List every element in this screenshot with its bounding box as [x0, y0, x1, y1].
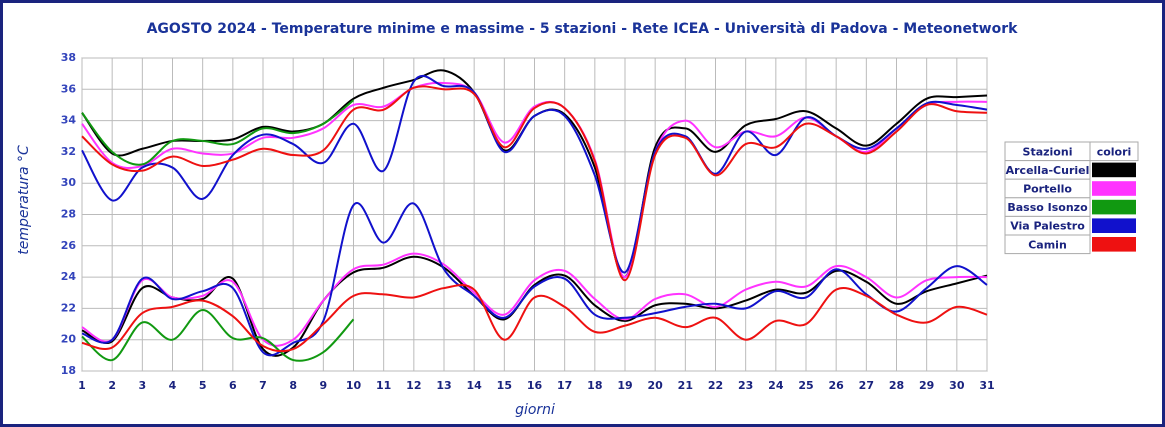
x-tick-label: 19: [617, 379, 632, 392]
legend-label: Arcella-Curiel: [1006, 164, 1090, 177]
legend-cell: [1089, 141, 1139, 162]
legend-swatch: [1092, 181, 1136, 196]
legend-label: Via Palestro: [1010, 220, 1085, 233]
x-tick-label: 7: [259, 379, 267, 392]
y-axis-label: temperatura °C: [16, 145, 32, 255]
line: [81, 252, 988, 347]
y-tick-label: 36: [61, 82, 77, 95]
x-tick-label: 5: [199, 379, 207, 392]
x-tick-label: 31: [979, 379, 994, 392]
x-tick-label: 28: [889, 379, 904, 392]
y-tick-label: 28: [61, 208, 76, 221]
x-tick-label: 11: [376, 379, 391, 392]
y-tick-label: 22: [61, 301, 76, 314]
x-tick-label: 10: [346, 379, 362, 392]
x-tick-label: 13: [436, 379, 451, 392]
y-tick-label: 30: [61, 176, 77, 189]
x-tick-label: 22: [708, 379, 723, 392]
y-tick-label: 20: [61, 333, 77, 346]
x-tick-label: 24: [768, 379, 784, 392]
x-tick-label: 20: [648, 379, 664, 392]
x-tick-label: 26: [829, 379, 845, 392]
legend-label: Camin: [1028, 238, 1067, 251]
x-tick-label: 8: [289, 379, 297, 392]
line: [81, 308, 355, 362]
line: [81, 85, 988, 282]
line: [81, 99, 355, 166]
y-tick-label: 32: [61, 145, 76, 158]
legend-label: Portello: [1023, 183, 1072, 196]
y-tick-label: 26: [61, 239, 77, 252]
legend-swatch: [1092, 218, 1136, 233]
x-tick-label: 14: [467, 379, 483, 392]
x-tick-label: 30: [949, 379, 965, 392]
x-axis-label: giorni: [515, 402, 555, 418]
x-tick-label: 25: [798, 379, 813, 392]
legend-header: Stazioni: [1023, 145, 1073, 158]
legend-header: colori: [1097, 145, 1132, 158]
y-tick-label: 34: [61, 114, 77, 127]
y-tick-label: 24: [61, 270, 77, 283]
x-tick-label: 16: [527, 379, 543, 392]
x-tick-label: 2: [108, 379, 116, 392]
x-tick-label: 18: [587, 379, 602, 392]
chart-title: AGOSTO 2024 - Temperature minime e massi…: [147, 21, 1019, 37]
line: [81, 201, 988, 357]
legend-swatch: [1092, 199, 1136, 215]
x-tick-label: 29: [919, 379, 934, 392]
line: [81, 255, 988, 357]
legend-swatch: [1092, 162, 1136, 178]
x-tick-label: 9: [320, 379, 328, 392]
x-tick-label: 1: [78, 379, 86, 392]
x-tick-label: 27: [859, 379, 874, 392]
line: [81, 283, 988, 353]
x-tick-label: 12: [406, 379, 421, 392]
x-tick-label: 4: [169, 379, 177, 392]
legend-cell: [1004, 234, 1091, 255]
x-tick-label: 6: [229, 379, 237, 392]
y-tick-label: 18: [61, 364, 76, 377]
x-tick-label: 21: [678, 379, 693, 392]
x-tick-label: 3: [139, 379, 147, 392]
legend-swatch: [1092, 237, 1136, 252]
x-tick-label: 17: [557, 379, 572, 392]
y-tick-label: 38: [61, 51, 76, 64]
x-tick-label: 23: [738, 379, 753, 392]
x-tick-label: 15: [497, 379, 512, 392]
legend-label: Basso Isonzo: [1007, 201, 1088, 214]
